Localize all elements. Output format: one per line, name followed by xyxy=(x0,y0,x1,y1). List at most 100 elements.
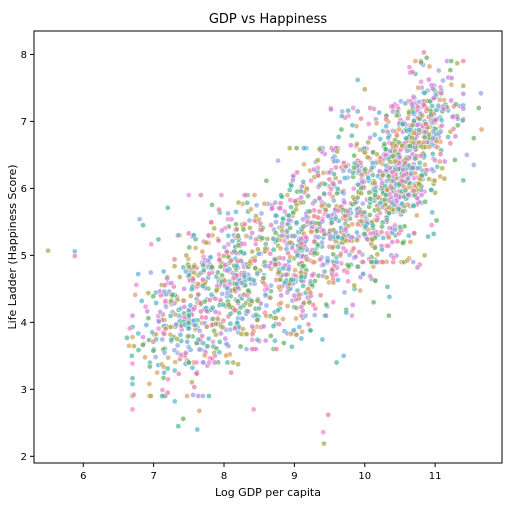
data-point xyxy=(147,392,154,399)
data-point xyxy=(418,59,425,66)
data-point xyxy=(416,181,423,188)
data-point xyxy=(475,105,482,112)
data-point xyxy=(419,112,426,119)
data-point xyxy=(142,303,149,310)
data-point xyxy=(320,440,327,447)
data-point xyxy=(163,303,170,310)
data-point xyxy=(415,99,422,106)
data-point xyxy=(171,347,178,354)
y-tick-label: 8 xyxy=(21,50,27,61)
data-point xyxy=(415,84,422,91)
x-tick-label: 10 xyxy=(358,471,371,482)
data-point xyxy=(194,426,201,433)
data-point xyxy=(277,299,284,306)
data-point xyxy=(393,132,400,139)
x-tick-label: 7 xyxy=(150,471,156,482)
data-point xyxy=(463,151,470,158)
data-point xyxy=(237,343,244,350)
data-point xyxy=(358,185,365,192)
data-point xyxy=(308,229,315,236)
data-point xyxy=(358,172,365,179)
data-point xyxy=(314,157,321,164)
data-point xyxy=(358,218,365,225)
data-point xyxy=(269,205,276,212)
data-point xyxy=(233,262,240,269)
data-point xyxy=(326,190,333,197)
data-point xyxy=(255,250,262,257)
data-point xyxy=(414,264,421,271)
data-point xyxy=(211,225,218,232)
data-point xyxy=(412,170,419,177)
data-point xyxy=(171,256,178,263)
data-point xyxy=(327,106,334,113)
data-point xyxy=(135,271,142,278)
data-point xyxy=(273,346,280,353)
data-point xyxy=(253,311,260,318)
data-point xyxy=(372,277,379,284)
data-point xyxy=(348,132,355,139)
data-point xyxy=(190,306,197,313)
data-point xyxy=(459,117,466,124)
data-point xyxy=(150,293,157,300)
data-point xyxy=(334,276,341,283)
data-point xyxy=(414,165,421,172)
data-point xyxy=(227,293,234,300)
data-point xyxy=(238,330,245,337)
data-point xyxy=(251,277,258,284)
data-point xyxy=(420,49,427,56)
data-point xyxy=(248,297,255,304)
data-point xyxy=(228,369,235,376)
data-point xyxy=(278,193,285,200)
data-point xyxy=(366,189,373,196)
data-point xyxy=(292,267,299,274)
data-point xyxy=(341,199,348,206)
data-point xyxy=(169,292,176,299)
data-point xyxy=(320,227,327,234)
data-point xyxy=(478,126,485,133)
data-point xyxy=(216,338,223,345)
data-point xyxy=(454,60,461,67)
data-point xyxy=(369,149,376,156)
data-point xyxy=(322,312,329,319)
data-point xyxy=(290,172,297,179)
data-point xyxy=(176,274,183,281)
data-point xyxy=(212,308,219,315)
data-point xyxy=(345,278,352,285)
data-point xyxy=(410,109,417,116)
data-point xyxy=(311,250,318,257)
data-point xyxy=(338,126,345,133)
data-point xyxy=(174,335,181,342)
data-point xyxy=(418,172,425,179)
data-point xyxy=(239,315,246,322)
data-point xyxy=(216,206,223,213)
data-point xyxy=(262,245,269,252)
data-point xyxy=(311,312,318,319)
data-point xyxy=(306,208,313,215)
data-point xyxy=(283,271,290,278)
data-point xyxy=(205,257,212,264)
data-point xyxy=(372,192,379,199)
data-point xyxy=(399,142,406,149)
data-point xyxy=(317,292,324,299)
data-point xyxy=(161,288,168,295)
data-point xyxy=(174,232,181,239)
data-point xyxy=(365,175,372,182)
data-point xyxy=(164,365,171,372)
data-point xyxy=(335,134,342,141)
data-point xyxy=(327,233,334,240)
data-point xyxy=(348,234,355,241)
data-point xyxy=(232,208,239,215)
data-point xyxy=(310,259,317,266)
data-point xyxy=(432,117,439,124)
data-point xyxy=(165,376,172,383)
data-point xyxy=(189,276,196,283)
data-point xyxy=(460,105,467,112)
data-point xyxy=(399,240,406,247)
data-point xyxy=(196,327,203,334)
data-point xyxy=(392,192,399,199)
data-point xyxy=(322,181,329,188)
data-point xyxy=(143,321,150,328)
data-point xyxy=(254,316,261,323)
data-point xyxy=(429,85,436,92)
data-point xyxy=(429,103,436,110)
